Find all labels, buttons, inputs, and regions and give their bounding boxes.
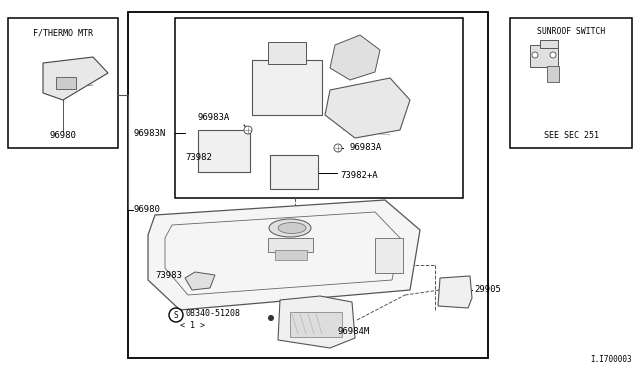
Bar (268, 238, 313, 252)
Bar (198, 130, 250, 172)
Ellipse shape (278, 222, 306, 234)
Circle shape (269, 315, 273, 321)
Circle shape (169, 308, 183, 322)
Polygon shape (148, 200, 420, 310)
Circle shape (550, 52, 556, 58)
Bar (270, 155, 318, 189)
Bar (252, 60, 322, 115)
Text: 96983N: 96983N (134, 128, 166, 138)
Ellipse shape (269, 219, 311, 237)
Bar (547, 66, 559, 82)
Text: SEE SEC 251: SEE SEC 251 (543, 131, 598, 140)
Bar (175, 18, 463, 198)
Text: 29905: 29905 (474, 285, 501, 295)
Text: 96980: 96980 (49, 131, 76, 140)
Text: SUNROOF SWITCH: SUNROOF SWITCH (537, 27, 605, 36)
Text: 73982: 73982 (185, 153, 212, 161)
Bar (540, 40, 558, 48)
Text: 73982+A: 73982+A (340, 171, 378, 180)
Text: 96984M: 96984M (338, 327, 371, 337)
Text: < 1 >: < 1 > (180, 321, 205, 330)
Text: F/THERMO MTR: F/THERMO MTR (33, 28, 93, 37)
Text: 96980: 96980 (134, 205, 161, 215)
Circle shape (532, 52, 538, 58)
Bar (375, 238, 403, 273)
Polygon shape (438, 276, 472, 308)
Bar (56, 77, 76, 89)
Polygon shape (330, 35, 380, 80)
Bar (268, 42, 306, 64)
Polygon shape (278, 296, 355, 348)
Bar (530, 45, 558, 67)
Bar (275, 250, 307, 260)
Bar (8, 18, 118, 148)
Bar (290, 312, 342, 337)
Text: I.I700003: I.I700003 (590, 355, 632, 364)
Polygon shape (185, 272, 215, 290)
Circle shape (334, 144, 342, 152)
Text: 96983A: 96983A (197, 113, 229, 122)
Polygon shape (325, 78, 410, 138)
Bar (128, 12, 488, 358)
Bar (510, 18, 632, 148)
Text: 96983A: 96983A (349, 144, 381, 153)
Text: S: S (173, 311, 179, 320)
Circle shape (244, 126, 252, 134)
Text: 08340-51208: 08340-51208 (186, 308, 241, 317)
Polygon shape (43, 57, 108, 100)
Text: 73983: 73983 (155, 272, 182, 280)
